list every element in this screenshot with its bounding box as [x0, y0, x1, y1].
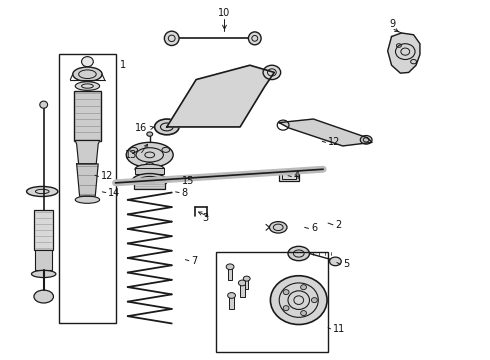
Text: 9: 9: [390, 19, 395, 29]
Bar: [59, 54, 116, 323]
Ellipse shape: [135, 164, 164, 174]
Ellipse shape: [126, 142, 173, 167]
Ellipse shape: [360, 135, 372, 144]
Ellipse shape: [239, 280, 246, 286]
Bar: [34, 211, 53, 250]
Text: 8: 8: [181, 188, 188, 198]
Ellipse shape: [147, 132, 153, 136]
Text: 3: 3: [202, 213, 208, 222]
Ellipse shape: [34, 290, 53, 303]
Bar: [279, 170, 299, 181]
Ellipse shape: [228, 293, 236, 298]
Text: 5: 5: [343, 259, 349, 269]
Text: 6: 6: [311, 224, 317, 233]
Ellipse shape: [270, 276, 327, 324]
Text: 15: 15: [181, 176, 194, 186]
Bar: [134, 180, 165, 189]
Text: 10: 10: [219, 8, 231, 18]
Bar: [229, 296, 234, 309]
Ellipse shape: [283, 289, 289, 294]
Bar: [135, 168, 164, 174]
Ellipse shape: [75, 196, 99, 203]
Ellipse shape: [248, 32, 261, 45]
Bar: [216, 252, 328, 352]
Ellipse shape: [73, 67, 102, 81]
Ellipse shape: [40, 101, 48, 108]
Polygon shape: [76, 164, 98, 196]
Ellipse shape: [26, 186, 58, 197]
Polygon shape: [167, 65, 274, 127]
Ellipse shape: [312, 298, 318, 303]
Ellipse shape: [244, 276, 250, 281]
Ellipse shape: [283, 306, 289, 311]
Bar: [282, 172, 296, 179]
Ellipse shape: [301, 285, 307, 290]
Polygon shape: [388, 33, 420, 73]
Text: 11: 11: [333, 324, 345, 334]
Text: 2: 2: [335, 220, 342, 230]
Text: 1: 1: [121, 60, 126, 70]
Text: 14: 14: [108, 188, 121, 198]
Ellipse shape: [330, 257, 341, 266]
Ellipse shape: [301, 311, 307, 316]
Text: 16: 16: [135, 123, 147, 133]
Ellipse shape: [263, 65, 281, 80]
Bar: [35, 250, 52, 270]
Ellipse shape: [31, 270, 56, 278]
Text: 7: 7: [191, 256, 197, 266]
Bar: [74, 91, 101, 140]
Ellipse shape: [146, 162, 154, 167]
Ellipse shape: [270, 222, 287, 233]
Ellipse shape: [132, 174, 167, 188]
Ellipse shape: [155, 119, 179, 135]
Text: 13: 13: [125, 150, 138, 160]
Ellipse shape: [81, 57, 93, 67]
Ellipse shape: [288, 246, 310, 261]
Bar: [245, 279, 248, 289]
Polygon shape: [279, 119, 372, 146]
Ellipse shape: [164, 31, 179, 45]
Text: 12: 12: [328, 138, 341, 147]
Polygon shape: [75, 140, 99, 164]
Ellipse shape: [75, 82, 99, 90]
Ellipse shape: [226, 264, 234, 270]
Ellipse shape: [162, 147, 170, 152]
Text: 12: 12: [101, 171, 113, 181]
Ellipse shape: [130, 147, 138, 152]
Bar: [240, 283, 245, 297]
Bar: [228, 267, 232, 280]
Text: 4: 4: [294, 171, 300, 181]
